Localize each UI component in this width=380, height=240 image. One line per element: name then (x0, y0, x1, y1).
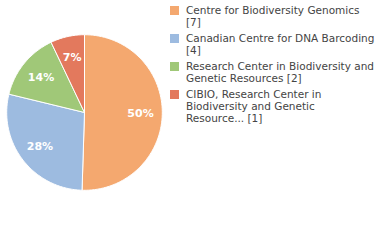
html-text:Canadian Centre for DNA Barcod: Canadian Centre for DNA Barcoding [4] (186, 32, 375, 56)
html-text:Centre for Biodiversity Genomi: Centre for Biodiversity Genomics [7] (186, 4, 360, 28)
html-text:Research Center in Biodiversit: Research Center in Biodiversity and Gene… (186, 60, 374, 84)
svg-text:50%: 50% (127, 107, 153, 120)
svg-text:28%: 28% (27, 140, 53, 153)
html-text:CIBIO, Research Center in Biod: CIBIO, Research Center in Biodiversity a… (186, 88, 322, 124)
svg-text:14%: 14% (28, 71, 54, 84)
svg-text:7%: 7% (63, 51, 82, 64)
